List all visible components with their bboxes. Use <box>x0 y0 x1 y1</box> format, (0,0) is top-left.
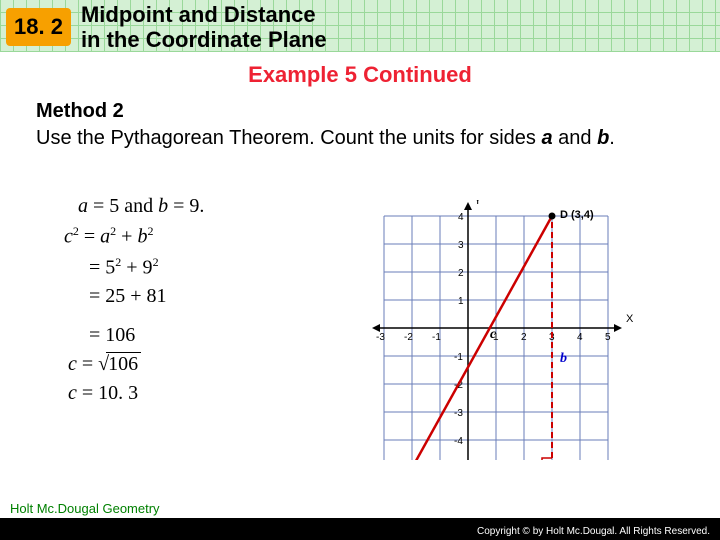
coordinate-graph: XY-3-2-1123451234-1-2-3-4-5D (3,4)E (-2,… <box>370 200 650 460</box>
l6-val: 106 <box>106 352 141 375</box>
l3-bsup: 2 <box>153 255 159 269</box>
math-l7: c = 10. 3 <box>68 382 204 405</box>
svg-text:4: 4 <box>458 212 464 223</box>
title-line-1: Midpoint and Distance <box>81 2 327 27</box>
section-title: Midpoint and Distance in the Coordinate … <box>81 2 327 53</box>
svg-text:-3: -3 <box>376 332 385 343</box>
svg-text:-2: -2 <box>404 332 413 343</box>
desc-period: . <box>609 127 615 149</box>
svg-text:4: 4 <box>577 332 583 343</box>
footer-copyright: Copyright © by Holt Mc.Dougal. All Right… <box>477 526 710 537</box>
section-badge: 18. 2 <box>6 8 71 46</box>
math-l6: c = √106 <box>68 353 204 376</box>
l2-plus: + <box>116 226 137 248</box>
desc-pre: Use the Pythagorean Theorem. Count the u… <box>36 127 541 149</box>
math-l5: = 106 <box>89 324 204 347</box>
svg-text:3: 3 <box>458 240 464 251</box>
l1-a: a <box>78 195 88 217</box>
l1-eq: = 5 and <box>88 195 158 217</box>
l2-c: c <box>64 226 73 248</box>
l3-plus: + 9 <box>121 256 152 278</box>
body-text: Method 2 Use the Pythagorean Theorem. Co… <box>36 100 684 151</box>
l7-c: c <box>68 382 77 404</box>
math-l3: = 52 + 92 <box>89 255 204 280</box>
l6-c: c <box>68 353 77 375</box>
svg-text:Y: Y <box>474 200 482 207</box>
math-l1: a = 5 and b = 9. <box>78 195 204 218</box>
l3-a: = 5 <box>89 256 115 278</box>
svg-text:-3: -3 <box>454 408 463 419</box>
svg-text:-1: -1 <box>454 352 463 363</box>
svg-text:b: b <box>560 351 567 366</box>
desc-a: a <box>541 127 552 149</box>
math-l4: = 25 + 81 <box>89 285 204 308</box>
l6-eq: = <box>77 353 98 375</box>
method-desc: Use the Pythagorean Theorem. Count the u… <box>36 125 684 151</box>
l1-end: = 9. <box>168 195 204 217</box>
l2-bsup: 2 <box>147 224 153 238</box>
svg-text:2: 2 <box>458 268 464 279</box>
svg-text:5: 5 <box>605 332 611 343</box>
svg-text:2: 2 <box>521 332 527 343</box>
svg-text:D (3,4): D (3,4) <box>560 209 594 221</box>
method-heading: Method 2 <box>36 100 684 123</box>
desc-and: and <box>553 127 597 149</box>
example-title: Example 5 Continued <box>0 62 720 88</box>
l2-b: b <box>137 226 147 248</box>
l1-b: b <box>158 195 168 217</box>
math-block: a = 5 and b = 9. c2 = a2 + b2 = 52 + 92 … <box>78 195 204 411</box>
l7-eq: = 10. 3 <box>77 382 138 404</box>
svg-text:1: 1 <box>458 296 464 307</box>
l2-eq: = <box>79 226 100 248</box>
svg-text:X: X <box>626 313 634 325</box>
svg-text:-1: -1 <box>432 332 441 343</box>
footer-brand: Holt Mc.Dougal Geometry <box>10 501 160 516</box>
l2-a: a <box>100 226 110 248</box>
svg-text:c: c <box>490 327 497 342</box>
header: 18. 2 Midpoint and Distance in the Coord… <box>6 2 327 53</box>
svg-text:-4: -4 <box>454 436 463 447</box>
desc-b: b <box>597 127 609 149</box>
math-l2: c2 = a2 + b2 <box>64 224 204 249</box>
title-line-2: in the Coordinate Plane <box>81 27 327 52</box>
